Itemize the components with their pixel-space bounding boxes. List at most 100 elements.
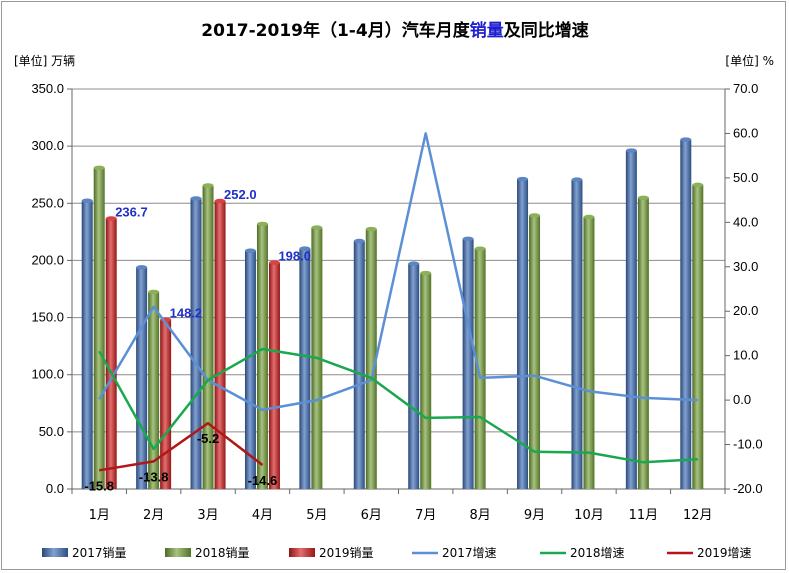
bar-2017销量 bbox=[625, 150, 637, 489]
bar-2019销量 bbox=[268, 262, 280, 489]
left-tick-label: 150.0 bbox=[31, 310, 64, 325]
x-tick-label: 7月 bbox=[415, 508, 436, 523]
bar-top-2017销量 bbox=[517, 176, 529, 182]
legend-swatch-2017销量 bbox=[42, 548, 68, 557]
legend-label: 2017销量 bbox=[72, 546, 127, 560]
bar-2019销量 bbox=[105, 218, 117, 489]
right-tick-label: 30.0 bbox=[733, 259, 758, 274]
bar-top-2018销量 bbox=[474, 246, 486, 251]
bar-2018销量 bbox=[474, 248, 486, 489]
bar-top-2018销量 bbox=[529, 213, 541, 218]
lines bbox=[98, 132, 698, 472]
bar-2017销量 bbox=[680, 139, 692, 489]
bar-top-2017销量 bbox=[190, 196, 202, 201]
title-part: 销量 bbox=[470, 20, 504, 41]
bar-top-2018销量 bbox=[202, 183, 214, 188]
bar-top-2018销量 bbox=[637, 195, 649, 200]
bar-top-2017销量 bbox=[680, 137, 692, 142]
bar-data-label: 252.0 bbox=[224, 187, 257, 202]
legend-label: 2018增速 bbox=[570, 546, 625, 560]
left-tick-label: 50.0 bbox=[39, 424, 64, 439]
right-tick-label: 10.0 bbox=[733, 348, 758, 363]
bar-data-label: 198.0 bbox=[278, 249, 311, 264]
line-data-label: -13.8 bbox=[139, 469, 169, 484]
bar-2017销量 bbox=[517, 179, 529, 490]
chart-title: 2017-2019年（1-4月）汽车月度销量及同比增速 bbox=[201, 20, 588, 41]
x-tick-label: 5月 bbox=[306, 508, 327, 523]
bar-2017销量 bbox=[462, 238, 474, 489]
left-tick-label: 100.0 bbox=[31, 367, 64, 382]
bar-top-2018销量 bbox=[365, 226, 377, 232]
bar-2018销量 bbox=[692, 184, 704, 489]
bar-top-2018销量 bbox=[93, 165, 105, 171]
bar-top-2019销量 bbox=[268, 260, 280, 265]
bar-2017销量 bbox=[353, 241, 365, 489]
left-tick-label: 350.0 bbox=[31, 81, 64, 96]
x-tick-label: 4月 bbox=[252, 508, 273, 523]
line-2019增速 bbox=[98, 421, 264, 472]
right-tick-label: 50.0 bbox=[733, 170, 758, 185]
bar-top-2017销量 bbox=[244, 248, 256, 253]
line-2017增速 bbox=[98, 132, 698, 412]
x-tick-label: 6月 bbox=[361, 508, 382, 523]
right-tick-label: 0.0 bbox=[733, 392, 751, 407]
bar-2018销量 bbox=[148, 291, 160, 489]
bar-top-2017销量 bbox=[408, 261, 420, 266]
title-part: 及同比增速 bbox=[504, 20, 589, 41]
bar-2018销量 bbox=[93, 167, 105, 489]
line-2018增速 bbox=[98, 347, 698, 464]
bar-2017销量 bbox=[408, 263, 420, 489]
left-tick-label: 200.0 bbox=[31, 252, 64, 267]
right-tick-label: -10.0 bbox=[733, 437, 763, 452]
bar-data-label: 148.2 bbox=[170, 306, 203, 321]
bar-top-2017销量 bbox=[462, 236, 474, 242]
bar-top-2019销量 bbox=[214, 198, 226, 204]
right-tick-label: 20.0 bbox=[733, 303, 758, 318]
right-tick-label: 40.0 bbox=[733, 214, 758, 229]
legend-label: 2018销量 bbox=[195, 546, 250, 560]
bar-top-2018销量 bbox=[148, 289, 160, 295]
bar-2017销量 bbox=[571, 179, 583, 489]
bar-2017销量 bbox=[299, 248, 311, 489]
bar-2017销量 bbox=[136, 267, 148, 489]
bar-top-2017销量 bbox=[353, 238, 365, 244]
bar-2018销量 bbox=[529, 215, 541, 489]
right-tick-label: 60.0 bbox=[733, 125, 758, 140]
bar-top-2018销量 bbox=[311, 225, 323, 230]
right-tick-label: -20.0 bbox=[733, 481, 763, 496]
legend-label: 2019销量 bbox=[319, 546, 374, 560]
x-tick-label: 8月 bbox=[469, 508, 490, 523]
bar-top-2018销量 bbox=[583, 214, 595, 220]
right-tick-label: 70.0 bbox=[733, 81, 758, 96]
left-axis-unit: [单位] 万辆 bbox=[14, 53, 75, 68]
left-tick-label: 0.0 bbox=[46, 481, 64, 496]
line-data-label: -5.2 bbox=[197, 431, 219, 446]
bar-top-2017销量 bbox=[81, 198, 93, 203]
left-tick-label: 250.0 bbox=[31, 195, 64, 210]
bar-top-2019销量 bbox=[105, 216, 117, 221]
legend-label: 2019增速 bbox=[697, 546, 752, 560]
line-data-label: -14.6 bbox=[248, 473, 278, 488]
x-tick-label: 3月 bbox=[197, 508, 218, 523]
axes: 0.0 50.0 100.0 150.0 200.0 250.0 300.0 350.0 -20… bbox=[31, 81, 762, 523]
x-tick-label: 1月 bbox=[89, 508, 110, 523]
bar-2018销量 bbox=[420, 273, 432, 489]
bar-2019销量 bbox=[214, 201, 226, 489]
bar-2017销量 bbox=[81, 200, 93, 489]
legend-label: 2017增速 bbox=[442, 546, 497, 560]
x-tick-label: 2月 bbox=[143, 508, 164, 523]
bar-data-label: 236.7 bbox=[115, 204, 148, 219]
legend: 2017销量 2018销量 2019销量 2017增速 2018增速 2019增速 bbox=[42, 546, 752, 560]
bar-2018销量 bbox=[637, 197, 649, 490]
gridlines bbox=[72, 88, 725, 433]
x-tick-label: 12月 bbox=[683, 508, 713, 523]
bar-2018销量 bbox=[202, 185, 214, 489]
bar-2018销量 bbox=[256, 223, 268, 489]
bar-top-2017销量 bbox=[136, 265, 148, 270]
x-tick-label: 11月 bbox=[629, 508, 659, 523]
bar-2018销量 bbox=[365, 229, 377, 489]
bar-top-2017销量 bbox=[625, 148, 637, 153]
bar-top-2017销量 bbox=[571, 177, 583, 182]
